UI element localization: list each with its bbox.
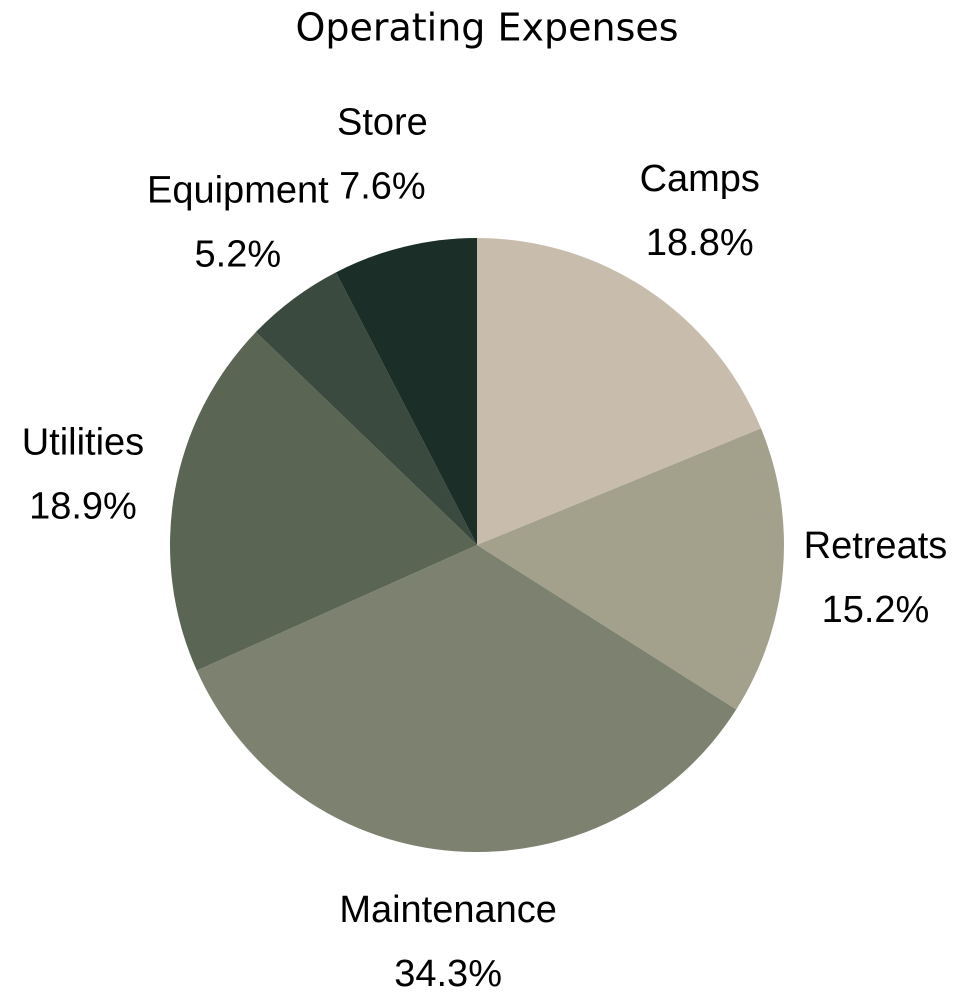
slice-label: Camps	[640, 158, 760, 200]
slice-value: 18.8%	[646, 222, 754, 264]
pie-slice	[170, 332, 478, 671]
slice-value: 34.3%	[394, 953, 502, 995]
slice-label: Retreats	[804, 525, 948, 567]
slice-label: Equipment	[147, 169, 329, 211]
pie-slice	[477, 238, 761, 545]
slice-value: 7.6%	[339, 165, 426, 207]
pie-slice	[196, 545, 737, 852]
slice-label: Store	[337, 101, 428, 143]
slice-value: 5.2%	[195, 233, 282, 275]
slice-value: 18.9%	[29, 485, 137, 527]
pie-slice	[477, 428, 784, 710]
slice-label: Utilities	[22, 421, 144, 463]
slice-value: 15.2%	[822, 589, 930, 631]
chart-title: Operating Expenses	[295, 6, 678, 50]
pie-slice	[335, 238, 477, 545]
pie-slice	[255, 272, 477, 545]
slice-label: Maintenance	[339, 889, 557, 931]
